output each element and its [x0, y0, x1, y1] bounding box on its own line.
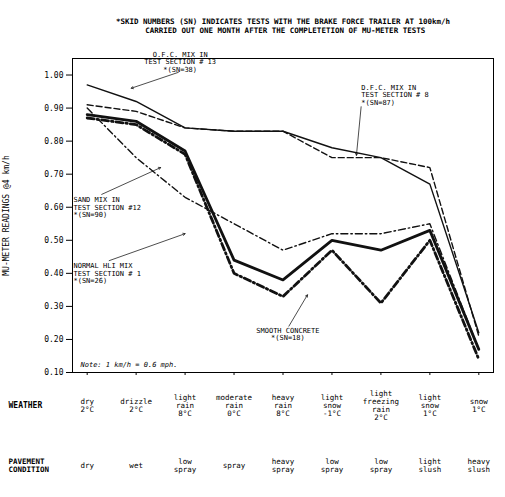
svg-text:lowspray: lowspray [174, 457, 197, 474]
svg-text:0.30: 0.30 [44, 302, 63, 311]
svg-text:lightrain8°C: lightrain8°C [174, 393, 197, 418]
svg-text:lowspray: lowspray [370, 457, 393, 474]
svg-text:lightslush: lightslush [419, 457, 442, 474]
svg-text:O.F.C. MIX INTEST SECTION # 13: O.F.C. MIX INTEST SECTION # 13*(SN=38) [144, 51, 216, 74]
svg-text:0.70: 0.70 [44, 170, 63, 179]
svg-text:snow1°C: snow1°C [470, 397, 489, 414]
svg-text:dry: dry [80, 461, 94, 470]
svg-text:0.50: 0.50 [44, 236, 63, 245]
svg-text:WEATHER: WEATHER [9, 401, 43, 410]
svg-text:0.20: 0.20 [44, 335, 63, 344]
svg-text:wet: wet [129, 461, 143, 470]
svg-text:spray: spray [223, 461, 246, 470]
svg-text:0.40: 0.40 [44, 269, 63, 278]
svg-text:0.60: 0.60 [44, 203, 63, 212]
svg-text:MU-METER READINGS @4 km/h: MU-METER READINGS @4 km/h [2, 155, 11, 276]
svg-text:0.90: 0.90 [44, 104, 63, 113]
svg-text:lightsnow1°C: lightsnow1°C [419, 393, 442, 418]
svg-text:heavyslush: heavyslush [468, 457, 491, 474]
svg-text:NORMAL HLI MIXTEST SECTION # 1: NORMAL HLI MIXTEST SECTION # 1*(SN=26) [73, 262, 140, 285]
svg-text:0.10: 0.10 [44, 368, 63, 377]
svg-text:*SKID NUMBERS (SN) INDICATES T: *SKID NUMBERS (SN) INDICATES TESTS WITH … [116, 17, 450, 34]
svg-text:SMOOTH CONCRETE*(SN=18): SMOOTH CONCRETE*(SN=18) [256, 327, 319, 342]
svg-text:lowspray: lowspray [321, 457, 344, 474]
svg-text:moderaterain0°C: moderaterain0°C [216, 393, 253, 418]
svg-text:0.80: 0.80 [44, 137, 63, 146]
svg-text:heavyspray: heavyspray [272, 457, 295, 474]
svg-text:SAND MIX INTEST SECTION #12*(S: SAND MIX INTEST SECTION #12*(SN=90) [73, 196, 140, 219]
svg-text:D.F.C. MIX INTEST SECTION # 8*: D.F.C. MIX INTEST SECTION # 8*(SN=87) [361, 84, 428, 107]
svg-text:1.00: 1.00 [44, 71, 63, 80]
svg-text:PAVEMENTCONDITION: PAVEMENTCONDITION [9, 457, 50, 474]
svg-text:Note: 1 km/h = 0.6 mph.: Note: 1 km/h = 0.6 mph. [80, 361, 178, 369]
svg-text:lightsnow-1°C: lightsnow-1°C [321, 393, 344, 418]
svg-text:dry2°C: dry2°C [80, 397, 94, 414]
svg-text:lightfreezingrain2°C: lightfreezingrain2°C [363, 389, 399, 422]
svg-text:heavyrain8°C: heavyrain8°C [272, 393, 295, 418]
svg-text:drizzle2°C: drizzle2°C [120, 397, 152, 414]
